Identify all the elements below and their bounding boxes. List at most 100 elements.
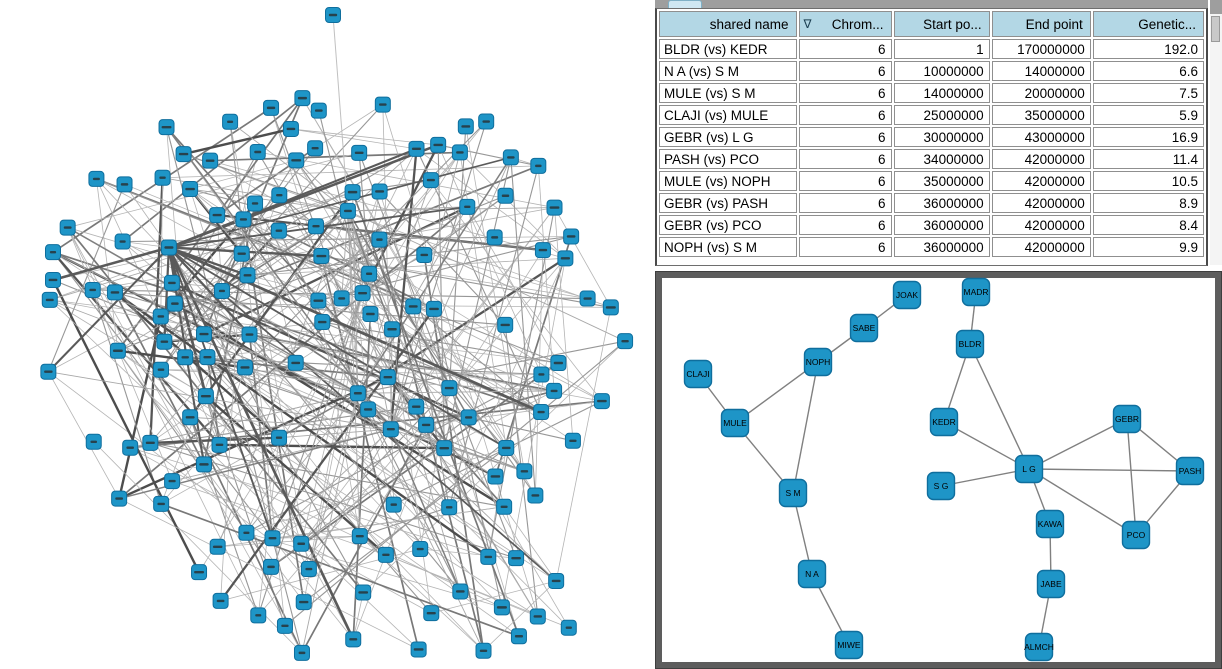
table-row[interactable]: GEBR (vs) PASH 6 36000000 42000000 8.9 xyxy=(659,193,1204,213)
graph-node[interactable] xyxy=(293,535,310,552)
network-node[interactable]: NOPH xyxy=(803,347,833,377)
network-node[interactable]: L G xyxy=(1014,454,1044,484)
network-edge[interactable] xyxy=(122,97,303,243)
network-edge[interactable] xyxy=(272,428,392,539)
network-node[interactable]: MULE xyxy=(720,408,750,438)
network-edge[interactable] xyxy=(163,247,171,342)
network-node[interactable]: BLDR xyxy=(955,329,985,359)
network-edge[interactable] xyxy=(969,343,1030,470)
graph-node[interactable] xyxy=(377,546,394,563)
network-edge[interactable] xyxy=(52,251,542,413)
graph-node[interactable] xyxy=(182,181,199,198)
graph-node[interactable] xyxy=(602,299,619,316)
graph-node[interactable] xyxy=(295,594,312,611)
network-edge[interactable] xyxy=(390,152,461,430)
network-edge[interactable] xyxy=(48,371,120,499)
graph-node[interactable] xyxy=(310,292,327,309)
graph-node[interactable] xyxy=(236,359,253,376)
network-edge[interactable] xyxy=(168,247,364,593)
network-edge[interactable] xyxy=(168,147,417,249)
graph-node[interactable] xyxy=(85,433,102,450)
graph-node[interactable] xyxy=(156,333,173,350)
network-node[interactable]: KAWA xyxy=(1035,509,1065,539)
network-edge[interactable] xyxy=(1126,418,1137,536)
network-edge[interactable] xyxy=(940,468,1030,487)
network-edge[interactable] xyxy=(49,191,353,301)
network-edge[interactable] xyxy=(205,396,221,445)
graph-node[interactable] xyxy=(212,592,229,609)
graph-node[interactable] xyxy=(263,558,280,575)
graph-node[interactable] xyxy=(371,231,388,248)
network-edge[interactable] xyxy=(168,246,542,414)
network-edge[interactable] xyxy=(347,210,369,410)
network-edge[interactable] xyxy=(247,274,342,299)
network-edge[interactable] xyxy=(217,210,349,547)
network-node[interactable]: S M xyxy=(778,478,808,508)
graph-node[interactable] xyxy=(325,7,341,23)
network-edge[interactable] xyxy=(359,506,450,537)
network-edge[interactable] xyxy=(357,393,484,651)
network-edge[interactable] xyxy=(165,126,392,430)
network-edge[interactable] xyxy=(448,165,539,508)
graph-node[interactable] xyxy=(516,463,533,480)
graph-node[interactable] xyxy=(563,228,580,245)
graph-node[interactable] xyxy=(282,120,299,137)
network-edge[interactable] xyxy=(124,184,170,248)
graph-node[interactable] xyxy=(423,605,440,622)
network-edge[interactable] xyxy=(51,279,201,573)
graph-node[interactable] xyxy=(418,416,435,433)
network-edge[interactable] xyxy=(448,258,566,508)
graph-node[interactable] xyxy=(452,583,469,600)
network-edge[interactable] xyxy=(124,183,435,310)
network-edge[interactable] xyxy=(382,104,539,617)
graph-node[interactable] xyxy=(264,530,281,547)
graph-node[interactable] xyxy=(361,265,378,282)
network-edge[interactable] xyxy=(321,321,361,537)
network-edge[interactable] xyxy=(357,392,496,477)
network-edge[interactable] xyxy=(220,219,244,601)
network-edge[interactable] xyxy=(189,191,354,418)
table-row[interactable]: MULE (vs) S M 6 14000000 20000000 7.5 xyxy=(659,83,1204,103)
network-edge[interactable] xyxy=(168,246,248,277)
graph-node[interactable] xyxy=(416,246,433,263)
column-header-start[interactable]: Start po... xyxy=(893,11,990,37)
graph-node[interactable] xyxy=(475,642,492,659)
network-edge[interactable] xyxy=(483,580,557,652)
network-edge[interactable] xyxy=(352,313,372,640)
graph-node[interactable] xyxy=(560,619,577,636)
graph-node[interactable] xyxy=(249,143,266,160)
network-edge[interactable] xyxy=(358,152,370,274)
graph-node[interactable] xyxy=(153,495,170,512)
network-edge[interactable] xyxy=(48,371,391,430)
network-edge[interactable] xyxy=(249,239,380,335)
network-edge[interactable] xyxy=(341,210,349,299)
network-edge[interactable] xyxy=(357,157,512,394)
graph-node[interactable] xyxy=(354,285,371,302)
graph-node[interactable] xyxy=(362,306,379,323)
network-edge[interactable] xyxy=(301,393,359,653)
graph-node[interactable] xyxy=(480,548,497,565)
network-node[interactable]: GEBR xyxy=(1112,404,1142,434)
network-edge[interactable] xyxy=(430,179,603,402)
network-node[interactable]: PCO xyxy=(1121,520,1151,550)
graph-node[interactable] xyxy=(40,363,57,380)
graph-node[interactable] xyxy=(410,641,427,658)
network-edge[interactable] xyxy=(246,392,359,534)
network-edge[interactable] xyxy=(244,367,391,430)
graph-node[interactable] xyxy=(41,291,58,308)
network-edge[interactable] xyxy=(207,356,432,614)
network-edge[interactable] xyxy=(167,246,355,640)
graph-node[interactable] xyxy=(412,541,429,558)
graph-node[interactable] xyxy=(496,498,513,515)
column-header-genetic[interactable]: Genetic... xyxy=(1092,11,1204,37)
graph-node[interactable] xyxy=(345,631,362,648)
graph-node[interactable] xyxy=(45,271,62,288)
network-edge[interactable] xyxy=(1028,468,1137,536)
graph-node[interactable] xyxy=(294,90,311,107)
graph-node[interactable] xyxy=(111,490,128,507)
graph-node[interactable] xyxy=(308,218,325,235)
network-edge[interactable] xyxy=(390,121,487,430)
network-edge[interactable] xyxy=(423,195,506,256)
scrollbar-thumb[interactable] xyxy=(1211,16,1220,42)
network-edge[interactable] xyxy=(431,580,557,614)
